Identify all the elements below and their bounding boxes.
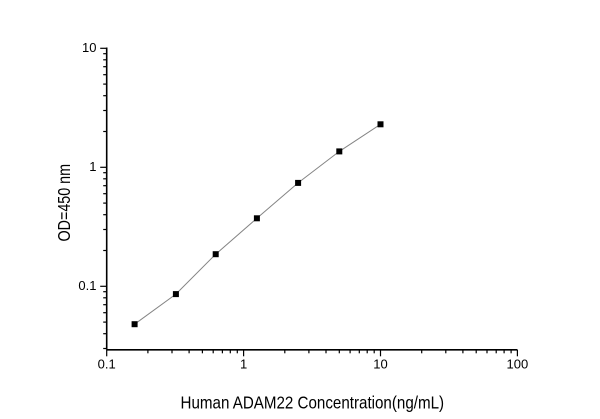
svg-text:0.1: 0.1 bbox=[78, 278, 96, 293]
svg-text:Human ADAM22 Concentration(ng/: Human ADAM22 Concentration(ng/mL) bbox=[181, 392, 445, 412]
svg-text:OD=450 nm: OD=450 nm bbox=[54, 164, 74, 242]
svg-text:100: 100 bbox=[507, 357, 529, 372]
svg-text:1: 1 bbox=[89, 159, 96, 174]
svg-text:1: 1 bbox=[240, 357, 247, 372]
svg-text:0.1: 0.1 bbox=[98, 357, 116, 372]
svg-text:10: 10 bbox=[373, 357, 387, 372]
svg-text:10: 10 bbox=[82, 40, 96, 55]
